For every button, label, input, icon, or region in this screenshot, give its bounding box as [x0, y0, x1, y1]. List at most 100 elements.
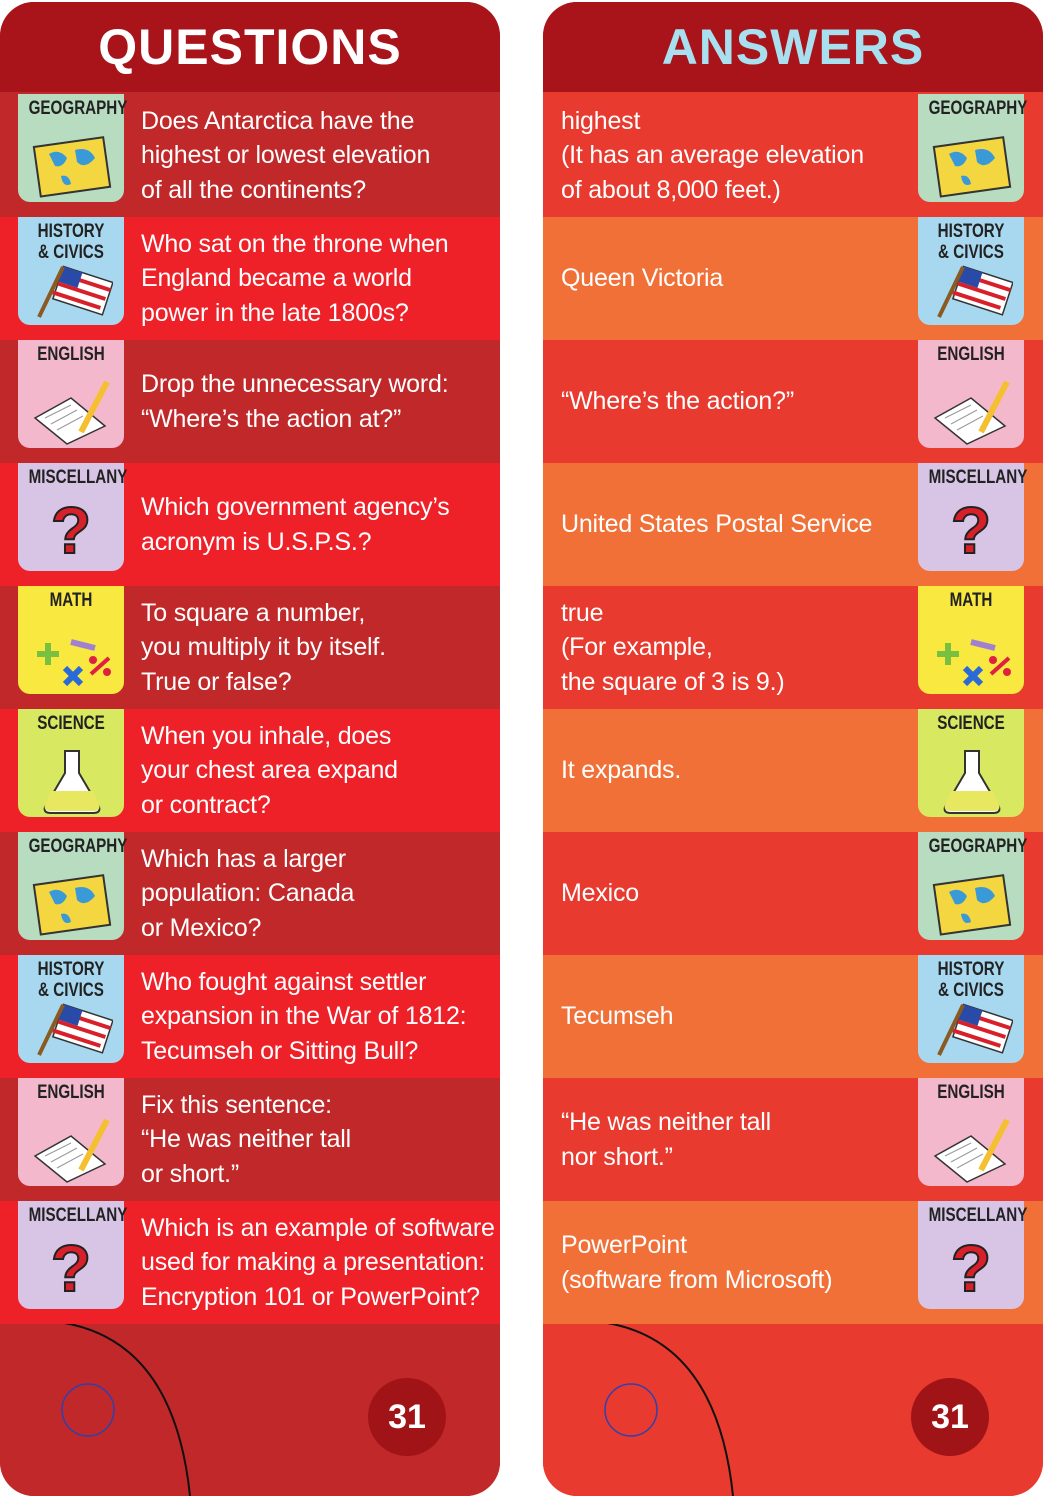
- category-line: GEOGRAPHY: [28, 836, 128, 857]
- svg-text:?: ?: [51, 501, 91, 567]
- category-tile: GEOGRAPHY: [18, 94, 128, 202]
- category-line: GEOGRAPHY: [28, 98, 128, 119]
- text-line: or short.”: [141, 1159, 240, 1188]
- text-line: (software from Microsoft): [561, 1265, 833, 1294]
- answer-row: ENGLISH “He was neither tall nor short.”: [543, 1078, 1043, 1201]
- category-line: ENGLISH: [37, 1082, 105, 1103]
- answer-row: GEOGRAPHY highest (It has an average eleva…: [543, 94, 1043, 217]
- text-line: Which is an example of software: [141, 1213, 495, 1242]
- question-row: GEOGRAPHY Does Antarctica have the highest…: [0, 94, 500, 217]
- category-tile: GEOGRAPHY: [918, 832, 1027, 940]
- category-label: HISTORY & CIVICS: [29, 221, 114, 263]
- category-label: ENGLISH: [29, 344, 114, 365]
- category-label: SCIENCE: [29, 713, 114, 734]
- category-line: & CIVICS: [38, 980, 104, 1001]
- answer-row: SCIENCE It expands.: [543, 709, 1043, 832]
- row-text: Does Antarctica have the highest or lowes…: [141, 104, 430, 208]
- text-line: of all the continents?: [141, 175, 366, 204]
- category-line: GEOGRAPHY: [928, 98, 1028, 119]
- category-label: MISCELLANY: [928, 1205, 1028, 1226]
- category-label: MATH: [29, 590, 114, 611]
- text-line: “Where’s the action at?”: [141, 404, 402, 433]
- category-line: MISCELLANY: [928, 467, 1028, 488]
- answer-row: HISTORY & CIVICS Queen Victoria: [543, 217, 1043, 340]
- category-label: MISCELLANY: [29, 1205, 128, 1226]
- text-line: Which government agency’s: [141, 493, 450, 521]
- category-line: HISTORY: [937, 221, 1005, 242]
- question-row: HISTORY & CIVICS Who fought against settle…: [0, 955, 500, 1078]
- category-tile: ENGLISH: [18, 340, 124, 448]
- category-label: GEOGRAPHY: [928, 98, 1028, 119]
- answer-row: ENGLISH “Where’s the action?”: [543, 340, 1043, 463]
- category-line: & CIVICS: [38, 242, 104, 263]
- svg-text:?: ?: [951, 501, 991, 567]
- row-text: Tecumseh: [561, 999, 674, 1034]
- category-line: HISTORY: [37, 959, 105, 980]
- category-line: & CIVICS: [938, 242, 1004, 263]
- text-line: Fix this sentence:: [141, 1090, 332, 1119]
- row-text: Who sat on the throne when England became…: [141, 227, 449, 331]
- category-label: MISCELLANY: [28, 467, 128, 488]
- row-text: Which has a larger population: Canada or M…: [141, 842, 354, 946]
- question-row: ENGLISH Fix this sentence: “He was neither…: [0, 1078, 500, 1201]
- row-text: Mexico: [561, 876, 639, 911]
- category-icon: [933, 380, 1010, 445]
- category-label: HISTORY & CIVICS: [929, 221, 1014, 263]
- category-label: GEOGRAPHY: [28, 836, 128, 857]
- category-tile: MATH: [918, 586, 1024, 694]
- category-label: GEOGRAPHY: [28, 98, 128, 119]
- category-line: MISCELLANY: [928, 1205, 1028, 1226]
- text-line: England became a world: [141, 264, 412, 293]
- row-text: PowerPoint (software from Microsoft): [561, 1228, 833, 1297]
- category-line: & CIVICS: [938, 980, 1004, 1001]
- row-text: Drop the unnecessary word: “Where’s the a…: [141, 367, 449, 436]
- answer-row: MATH true (For example, the square of 3 is …: [543, 586, 1043, 709]
- category-icon: [937, 265, 1013, 318]
- category-label: ENGLISH: [929, 344, 1014, 365]
- category-tile: HISTORY & CIVICS: [918, 217, 1024, 325]
- text-line: Queen Victoria: [561, 264, 724, 293]
- text-line: (For example,: [561, 633, 713, 662]
- answer-row: MISCELLANY? United States Postal Service: [543, 463, 1043, 586]
- answers-title: ANSWERS: [543, 2, 1043, 92]
- category-icon: [937, 1003, 1013, 1056]
- text-line: or Mexico?: [141, 913, 262, 942]
- text-line: expansion in the War of 1812:: [141, 1002, 467, 1031]
- text-line: or contract?: [141, 790, 271, 819]
- text-line: Tecumseh or Sitting Bull?: [141, 1036, 419, 1065]
- row-text: It expands.: [561, 753, 681, 788]
- question-row: MISCELLANY? Which is an example of softwa…: [0, 1201, 500, 1324]
- question-row: MISCELLANY? Which government agency’s acro…: [0, 463, 500, 586]
- category-tile: HISTORY & CIVICS: [18, 217, 124, 325]
- text-line: To square a number,: [141, 598, 366, 627]
- text-line: highest: [561, 106, 641, 135]
- category-label: MATH: [929, 590, 1014, 611]
- category-tile: GEOGRAPHY: [18, 832, 128, 940]
- text-line: acronym is U.S.P.S.?: [141, 527, 372, 556]
- text-line: highest or lowest elevation: [141, 141, 431, 170]
- category-icon: [37, 1003, 113, 1056]
- text-line: United States Postal Service: [561, 510, 873, 539]
- text-line: “Where’s the action?”: [561, 387, 794, 416]
- category-icon: ?: [50, 501, 92, 568]
- text-line: the square of 3 is 9.): [561, 667, 785, 696]
- category-icon: [37, 265, 113, 318]
- category-tile: MISCELLANY?: [18, 1201, 128, 1309]
- category-label: HISTORY & CIVICS: [29, 959, 114, 1001]
- text-line: of about 8,000 feet.): [561, 175, 781, 204]
- category-line: ENGLISH: [937, 1082, 1005, 1103]
- text-line: Who sat on the throne when: [141, 229, 449, 258]
- category-icon: [943, 750, 1001, 814]
- category-line: MATH: [949, 590, 993, 611]
- category-tile: GEOGRAPHY: [918, 94, 1028, 202]
- text-line: Encryption 101 or PowerPoint?: [141, 1282, 480, 1311]
- category-icon: ?: [50, 1239, 92, 1306]
- row-text: “He was neither tall nor short.”: [561, 1105, 771, 1174]
- category-line: MISCELLANY: [28, 467, 128, 488]
- category-tile: ENGLISH: [918, 1078, 1024, 1186]
- answers-card: ANSWERS 31 GEOGRAPHY highest (It has an av…: [543, 2, 1043, 1496]
- category-tile: MISCELLANY?: [918, 1201, 1028, 1309]
- question-row: HISTORY & CIVICS Who sat on the throne whe…: [0, 217, 500, 340]
- question-row: ENGLISH Drop the unnecessary word: “Where’…: [0, 340, 500, 463]
